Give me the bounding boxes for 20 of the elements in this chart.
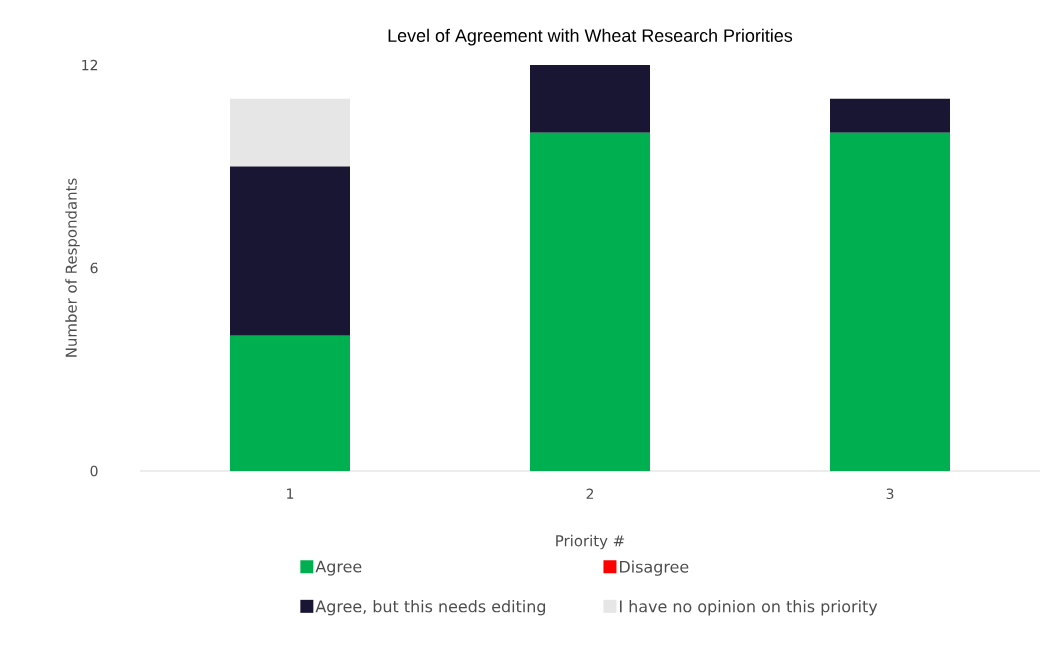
- x-tick-label: 3: [886, 488, 894, 500]
- y-axis-title: Number of Respondants: [65, 178, 80, 357]
- y-tick-label: 0: [90, 465, 98, 477]
- legend-label: Disagree: [620, 560, 689, 576]
- x-tick-label: 1: [287, 488, 294, 499]
- bar: [530, 65, 651, 133]
- y-tick-label: 12: [82, 59, 98, 71]
- legend-label: I have no opinion on this priority: [620, 600, 878, 616]
- chart-title: Level of Agreement with Wheat Research Priorities: [388, 28, 793, 46]
- x-axis-title: Priority #: [556, 534, 625, 550]
- bar: [830, 132, 951, 471]
- x-tick-label: 2: [586, 488, 594, 499]
- legend-label: Agree: [315, 560, 362, 576]
- y-tick-label: 6: [90, 262, 98, 274]
- legend-label: Agree, but this needs editing: [315, 600, 546, 616]
- bar: [830, 98, 951, 133]
- bar: [230, 98, 350, 167]
- bar: [230, 166, 350, 336]
- bar: [230, 335, 350, 471]
- bar: [530, 132, 651, 471]
